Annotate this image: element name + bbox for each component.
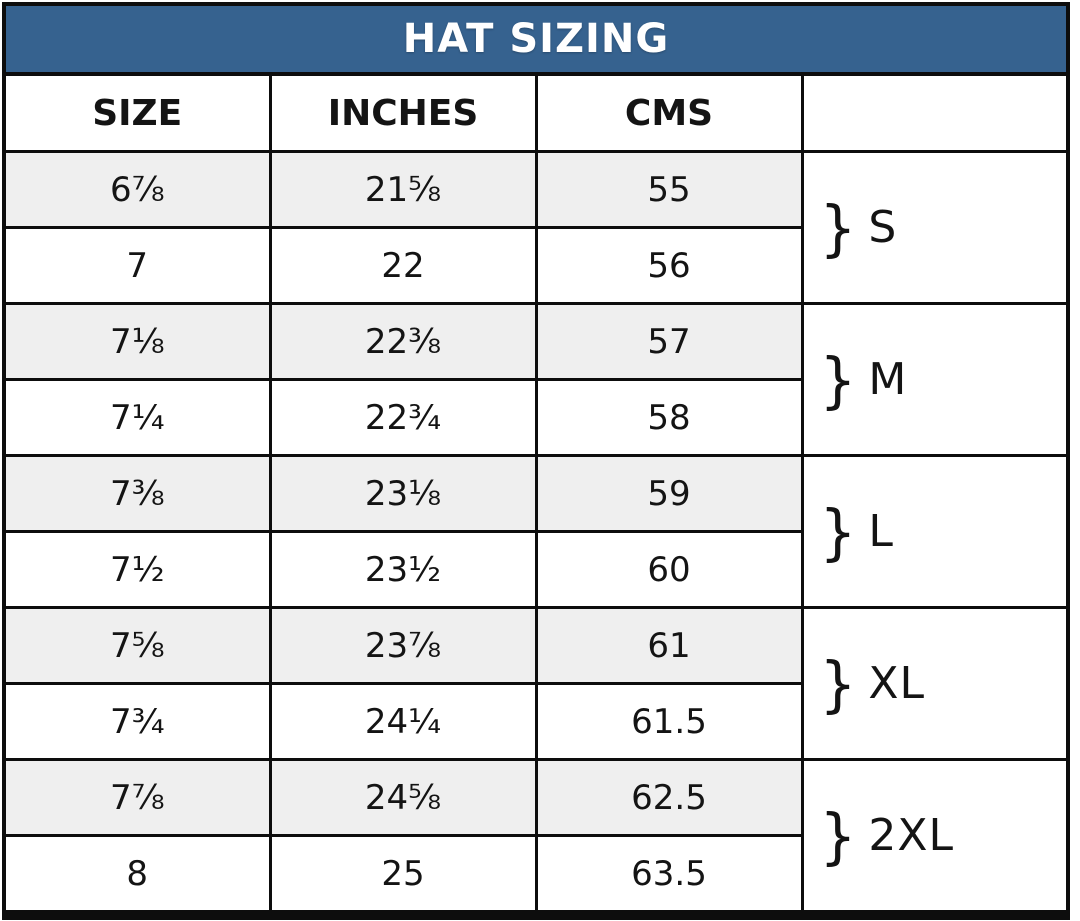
cell-size: 7⅝ [2,606,272,685]
cell-inches: 23⅞ [268,606,538,685]
cell-cms: 58 [534,378,804,457]
table-row: 7 22 56 [2,226,1068,305]
cell-size: 7⅛ [2,302,272,381]
cell-cms: 63.5 [534,834,804,917]
cell-cms: 61 [534,606,804,685]
table-row: 7¾ 24¼ 61.5 [2,682,1068,761]
cell-inches: 22 [268,226,538,305]
table-row: 8 25 63.5 [2,834,1068,917]
cell-cms: 60 [534,530,804,609]
cell-size: 7 [2,226,272,305]
size-group-label: 2XL [868,810,955,861]
table-row: 7⅞ 24⅝ 62.5 } 2XL [2,758,1070,917]
cell-size: 6⅞ [2,150,272,229]
brace-glyph: } [819,495,857,568]
column-header-group [800,72,1070,153]
size-group-label: M [868,354,908,405]
cell-inches: 24¼ [268,682,538,761]
brace-glyph: } [819,799,857,872]
size-group-cell-l: } L [800,454,1070,609]
cell-size: 7¼ [2,378,272,457]
table-row: 7⅝ 23⅞ 61 } XL [2,606,1070,761]
cell-cms: 55 [534,150,804,229]
cell-inches: 23½ [268,530,538,609]
cell-size: 7¾ [2,682,272,761]
table-row: 6⅞ 21⅝ 55 } S [2,150,1070,305]
column-header-size: SIZE [2,72,272,153]
brace-glyph: } [819,647,857,720]
size-group-label: S [868,202,898,253]
size-group-cell-xl: } XL [800,606,1070,761]
cell-cms: 56 [534,226,804,305]
cell-size: 7⅜ [2,454,272,533]
header-row: SIZE INCHES CMS [2,72,1070,153]
size-group-cell-s: } S [800,150,1070,305]
chart-title-bar: HAT SIZING [2,2,1070,72]
cell-inches: 23⅛ [268,454,538,533]
sizing-table: SIZE INCHES CMS 6⅞ 21⅝ 55 } S 7 2 [2,72,1070,920]
cell-cms: 61.5 [534,682,804,761]
cell-inches: 24⅝ [268,758,538,837]
cell-size: 8 [2,834,272,917]
size-group-label: XL [868,658,926,709]
cell-size: 7⅞ [2,758,272,837]
table-row: 7⅜ 23⅛ 59 } L [2,454,1070,609]
table-row: 7½ 23½ 60 [2,530,1068,609]
size-group-label: L [868,506,894,557]
cell-inches: 22⅜ [268,302,538,381]
size-group-cell-m: } M [800,302,1070,457]
cell-cms: 62.5 [534,758,804,837]
cell-cms: 59 [534,454,804,533]
cell-inches: 22¾ [268,378,538,457]
cell-inches: 25 [268,834,538,917]
table-row: 7¼ 22¾ 58 [2,378,1068,457]
brace-glyph: } [819,343,857,416]
brace-glyph: } [819,191,857,264]
chart-title: HAT SIZING [402,16,670,62]
column-header-inches: INCHES [268,72,538,153]
cell-cms: 57 [534,302,804,381]
table-row: 7⅛ 22⅜ 57 } M [2,302,1070,457]
cell-size: 7½ [2,530,272,609]
cell-inches: 21⅝ [268,150,538,229]
size-group-cell-2xl: } 2XL [800,758,1070,917]
column-header-cms: CMS [534,72,804,153]
